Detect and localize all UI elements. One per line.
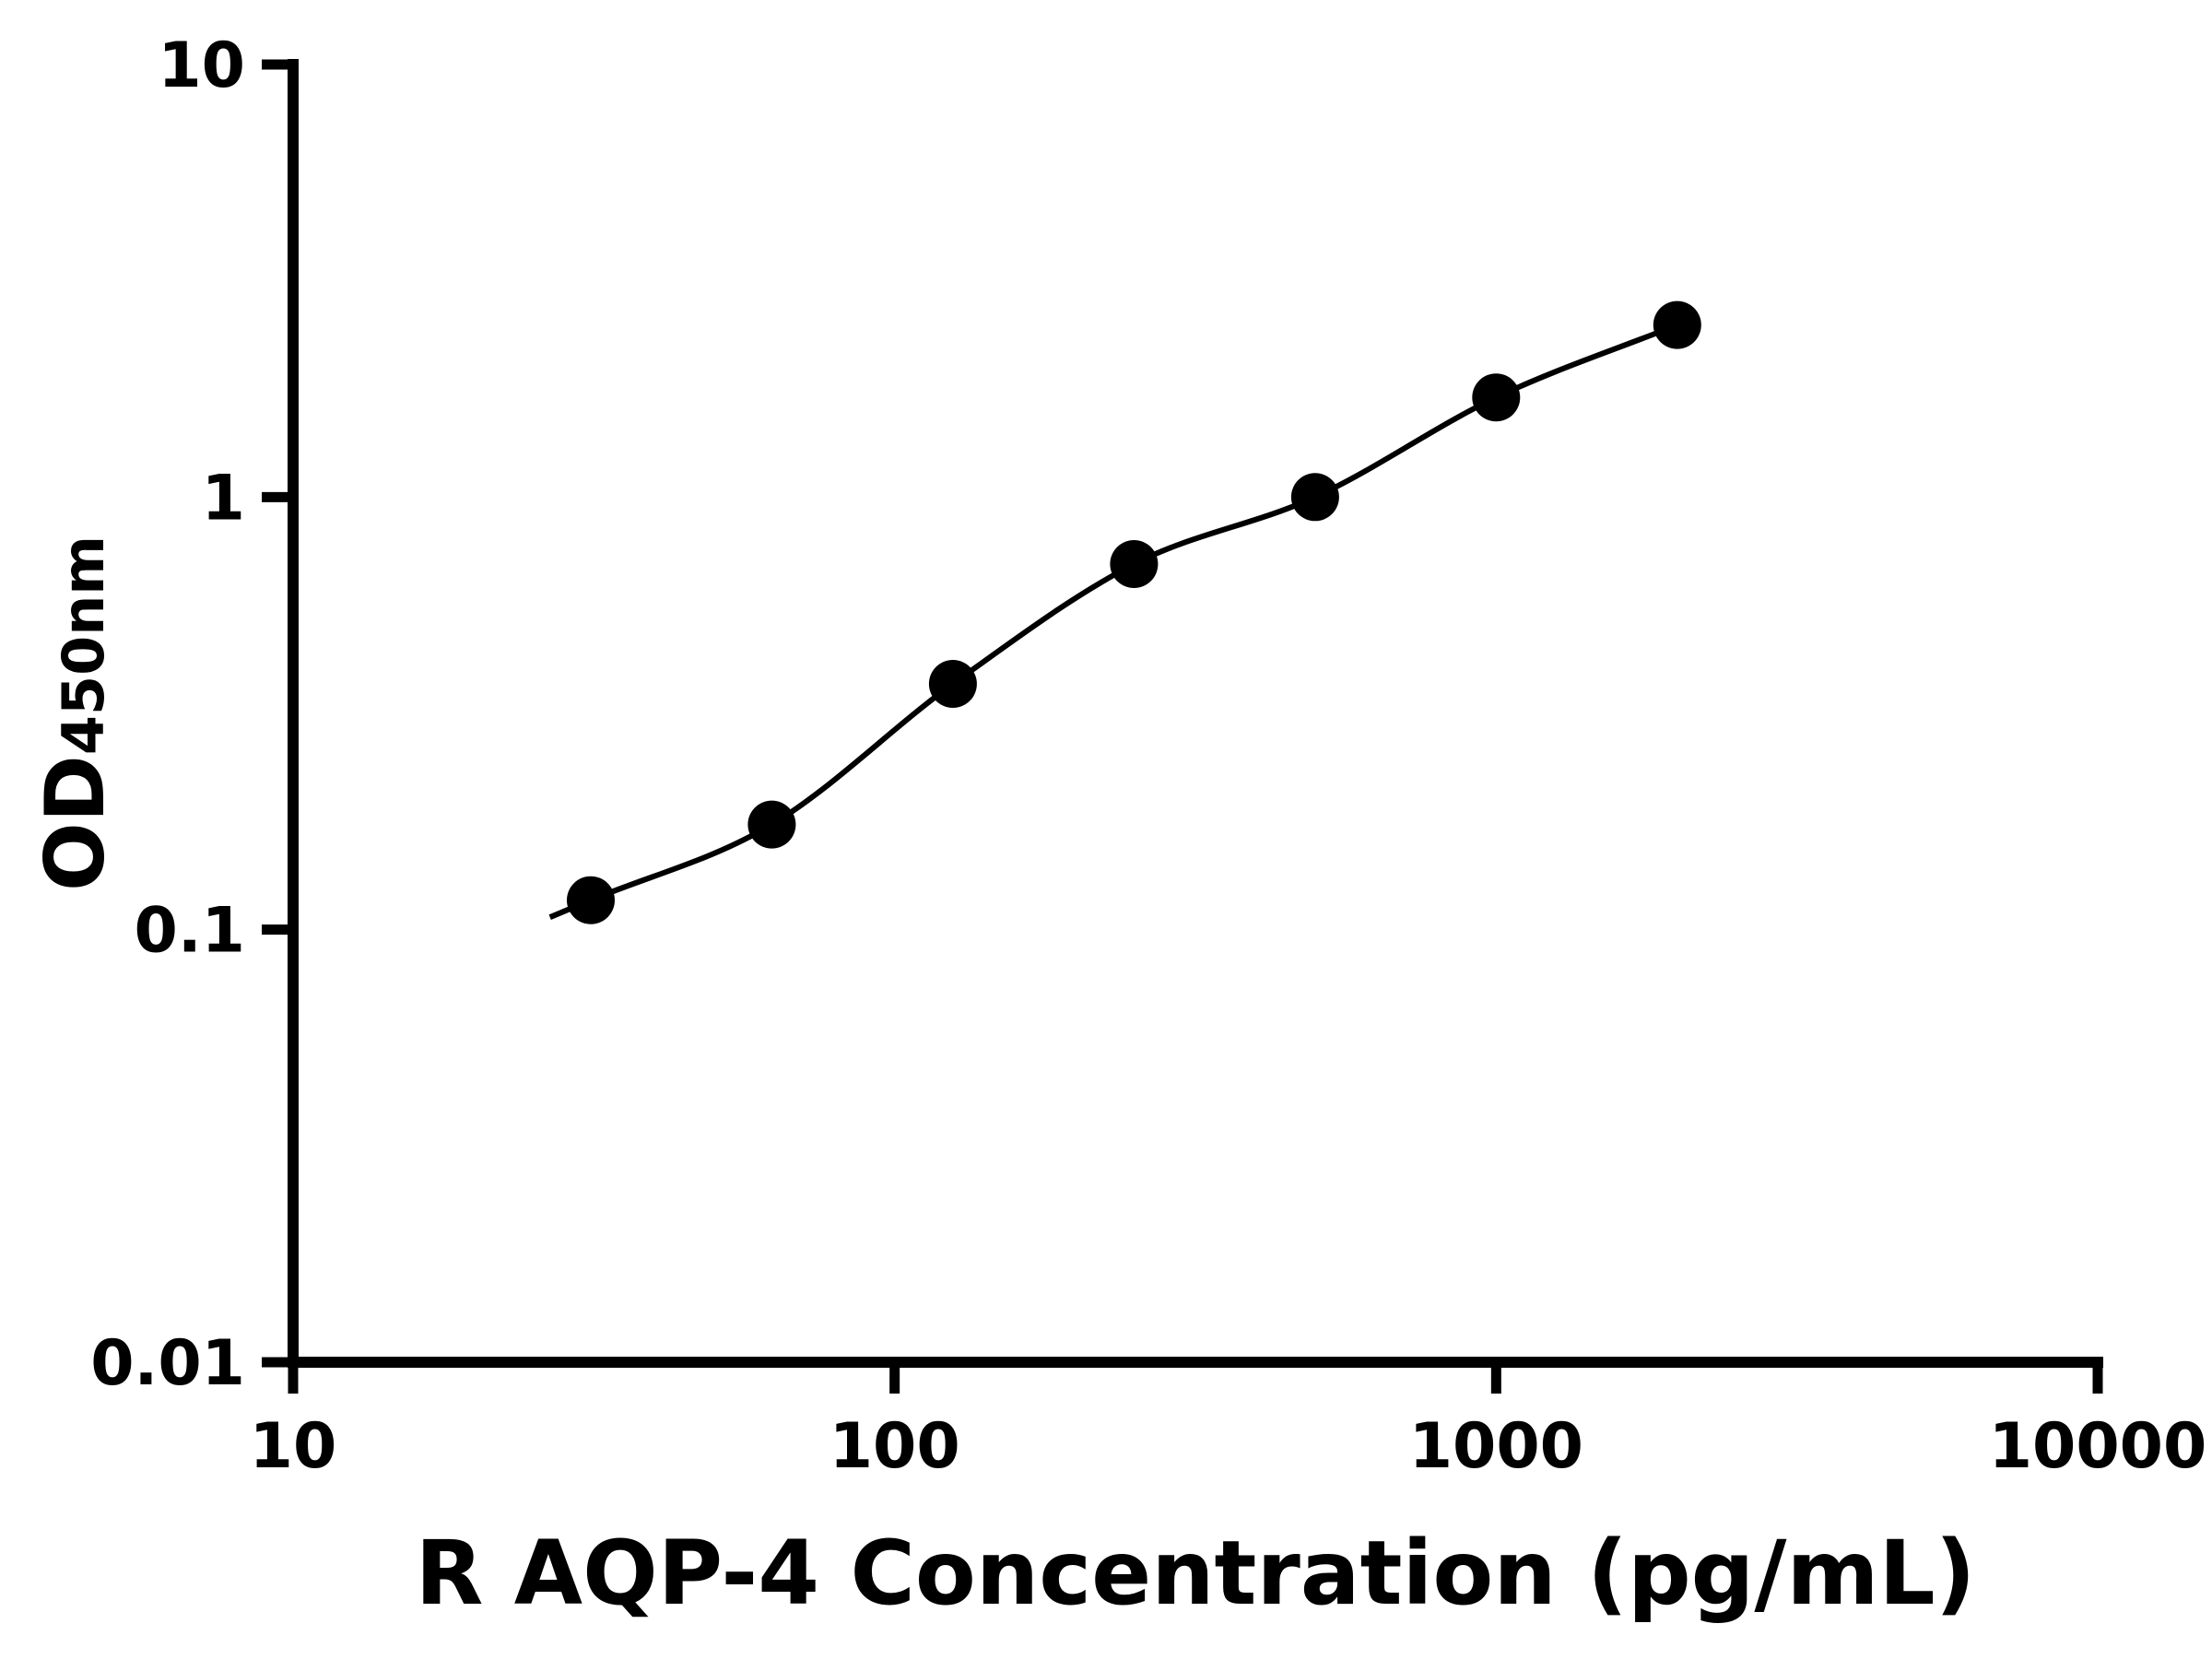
y-tick-label: 0.1 <box>135 895 245 968</box>
chart-layer: 10 100 1000 10000 0.01 0.1 1 10 <box>90 29 2206 1483</box>
y-tick-label: 1 <box>202 462 245 535</box>
x-tick-label: 10 <box>250 1410 337 1483</box>
data-point <box>567 876 615 924</box>
data-point <box>1290 473 1339 522</box>
x-tick-label: 1000 <box>1409 1410 1583 1483</box>
y-tick-label: 0.01 <box>90 1327 245 1400</box>
data-point <box>1653 300 1701 349</box>
x-tick-label: 100 <box>830 1410 960 1483</box>
y-axis-title: OD450nm <box>28 535 123 891</box>
y-tick-label: 10 <box>158 29 245 102</box>
data-point <box>928 660 977 708</box>
axis-spines <box>288 59 2103 1368</box>
x-tick-label: 10000 <box>1989 1410 2207 1483</box>
y-axis-title-sub: 450nm <box>50 535 117 755</box>
data-point <box>1472 373 1521 422</box>
data-point <box>1110 540 1159 588</box>
y-axis-title-main: OD <box>28 755 123 891</box>
data-point <box>747 800 796 849</box>
x-axis-title: R AQP-4 Concentration (pg/mL) <box>415 1522 1975 1625</box>
